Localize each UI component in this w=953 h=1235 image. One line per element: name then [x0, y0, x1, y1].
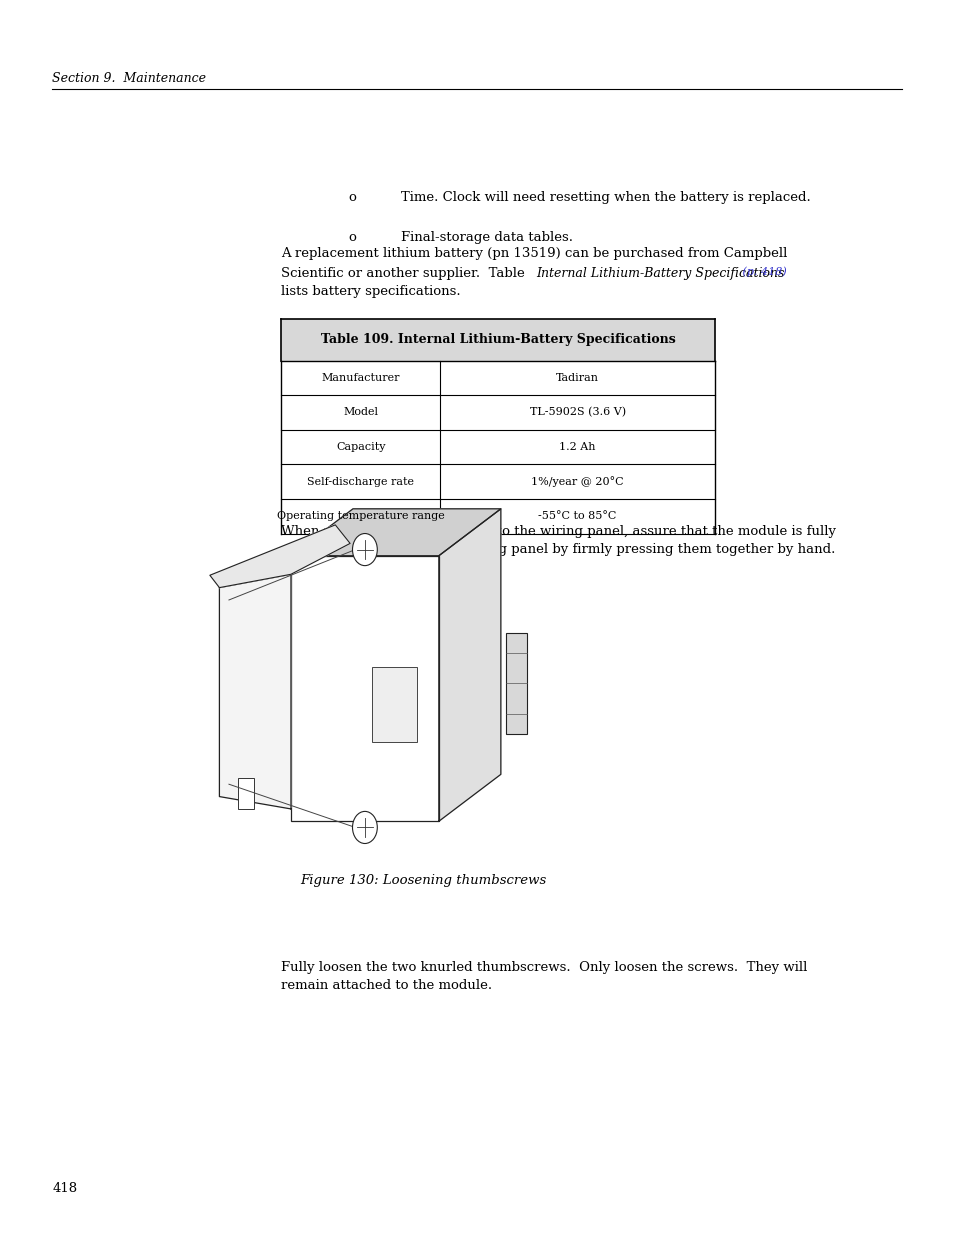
Bar — [372, 667, 416, 741]
Bar — [281, 464, 715, 499]
Text: Final-storage data tables.: Final-storage data tables. — [400, 231, 572, 245]
Text: A replacement lithium battery (pn 13519) can be purchased from Campbell: A replacement lithium battery (pn 13519)… — [281, 247, 787, 261]
Text: o: o — [348, 191, 355, 205]
Text: (p. 418): (p. 418) — [739, 267, 786, 278]
Circle shape — [353, 534, 376, 566]
Text: -55°C to 85°C: -55°C to 85°C — [537, 511, 617, 521]
Text: Self-discharge rate: Self-discharge rate — [307, 477, 414, 487]
Polygon shape — [210, 525, 350, 588]
Polygon shape — [219, 574, 291, 809]
Text: Fully loosen the two knurled thumbscrews.  Only loosen the screws.  They will
re: Fully loosen the two knurled thumbscrews… — [281, 961, 807, 992]
Bar — [281, 361, 715, 395]
Text: Section 9.  Maintenance: Section 9. Maintenance — [52, 72, 206, 85]
Text: lists battery specifications.: lists battery specifications. — [281, 285, 460, 299]
Text: Operating temperature range: Operating temperature range — [276, 511, 444, 521]
Text: Capacity: Capacity — [335, 442, 385, 452]
Text: When reassembling the module to the wiring panel, assure that the module is full: When reassembling the module to the wiri… — [281, 525, 836, 556]
Text: o: o — [348, 231, 355, 245]
Bar — [505, 632, 526, 734]
Text: Model: Model — [343, 408, 377, 417]
Text: Tadiran: Tadiran — [556, 373, 598, 383]
Text: Internal Lithium-Battery Specifications: Internal Lithium-Battery Specifications — [536, 267, 783, 280]
Bar — [281, 499, 715, 534]
Text: TL-5902S (3.6 V): TL-5902S (3.6 V) — [529, 408, 625, 417]
Circle shape — [353, 811, 376, 844]
Text: 418: 418 — [52, 1182, 77, 1195]
Text: Manufacturer: Manufacturer — [321, 373, 399, 383]
Polygon shape — [438, 509, 500, 821]
Bar — [291, 556, 438, 821]
Text: Figure 130: Loosening thumbscrews: Figure 130: Loosening thumbscrews — [300, 874, 546, 888]
Polygon shape — [291, 509, 500, 556]
Text: Table 109. Internal Lithium-Battery Specifications: Table 109. Internal Lithium-Battery Spec… — [321, 333, 675, 346]
Bar — [238, 778, 253, 809]
Text: Scientific or another supplier.  Table: Scientific or another supplier. Table — [281, 267, 529, 280]
Text: 1.2 Ah: 1.2 Ah — [558, 442, 596, 452]
Text: Time. Clock will need resetting when the battery is replaced.: Time. Clock will need resetting when the… — [400, 191, 810, 205]
Bar — [281, 395, 715, 430]
Text: 1%/year @ 20°C: 1%/year @ 20°C — [531, 477, 623, 487]
Bar — [281, 319, 715, 361]
Bar — [281, 430, 715, 464]
